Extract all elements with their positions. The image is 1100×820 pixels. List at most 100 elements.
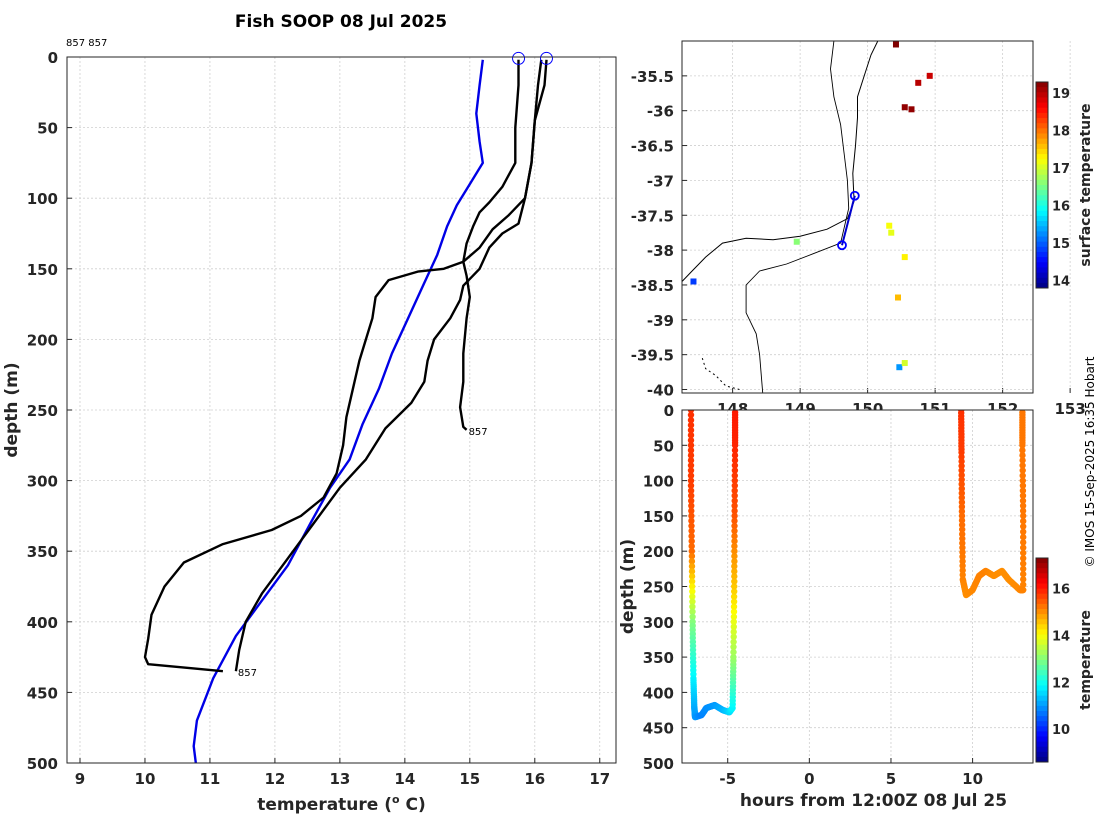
sst-point: [896, 364, 903, 371]
depth-time-point: [731, 522, 738, 530]
depth-time-point: [687, 462, 695, 469]
temp-colorbar-segment: [1036, 593, 1048, 600]
depth-time-point: [958, 499, 966, 506]
time-depth-chart: -5 0 5 10050100150200250300350400450500hour…: [618, 402, 1094, 811]
depth-time-point: [730, 623, 737, 630]
depth-time-point: [687, 452, 695, 459]
temp-colorbar-segment: [1036, 603, 1048, 610]
x-tick-label: 11: [199, 770, 220, 788]
depth-time-point: [689, 583, 696, 590]
depth-time-point: [959, 558, 966, 565]
depth-time-point: [688, 502, 695, 509]
depth-time-point: [689, 613, 696, 620]
map-y-tick-label: -39.5: [631, 347, 674, 365]
depth-time-point: [687, 421, 695, 429]
depth-time-point: [731, 517, 738, 525]
depth-time-point: [731, 563, 738, 570]
depth-time-point: [689, 593, 696, 600]
depth-time-point: [1019, 477, 1026, 484]
depth-time-point: [1019, 497, 1027, 504]
depth-time-point: [1020, 523, 1027, 530]
map-colorbar-tick-label: 14: [1052, 275, 1070, 290]
depth-time-point: [730, 643, 737, 651]
depth-time-point: [731, 410, 739, 416]
depth-time-point: [687, 447, 695, 454]
depth-time-point: [730, 628, 737, 636]
depth-time-point: [730, 633, 737, 641]
map-colorbar-segment: [1036, 267, 1048, 274]
depth-time-point: [958, 517, 966, 524]
sst-point: [901, 360, 908, 367]
map-y-tick-label: -35.5: [631, 68, 674, 86]
depth-time-point: [958, 508, 966, 515]
map-colorbar-segment: [1036, 236, 1048, 243]
map-colorbar-segment: [1036, 133, 1048, 140]
track-marker: [849, 190, 860, 201]
depth-time-point: [688, 537, 695, 545]
depth-time-point: [1019, 492, 1027, 499]
depth-time-point: [1020, 581, 1027, 588]
map-colorbar-frame: [1035, 81, 1049, 289]
temp-colorbar-segment: [1036, 665, 1048, 671]
credit-text: © IMOS 15-Sep-2025 16:35 Hobart: [1083, 356, 1097, 567]
map-colorbar-segment: [1036, 241, 1048, 248]
map-colorbar-segment: [1036, 251, 1048, 258]
depth-time-point: [731, 472, 738, 479]
map-area: [682, 41, 1033, 393]
map-colorbar-segment: [1036, 215, 1048, 222]
depth-time-point: [1019, 472, 1026, 479]
depth-time-point: [687, 457, 695, 464]
depth-time-point: [688, 532, 695, 540]
temp-colorbar-segment: [1036, 644, 1048, 651]
depth-time-point: [1019, 487, 1027, 494]
map-colorbar-segment: [1036, 118, 1048, 124]
map-colorbar-segment: [1036, 87, 1048, 93]
depth-time-point: [731, 548, 738, 555]
depth-time-point: [731, 497, 738, 504]
depth-time-point: [958, 490, 965, 497]
depth-time-point: [1019, 467, 1026, 474]
map-colorbar-tick-label: 17: [1052, 162, 1070, 177]
depth-time-point: [958, 521, 966, 529]
sst-point: [901, 254, 908, 261]
map-colorbar-segment: [1036, 169, 1048, 176]
track-marker: [837, 240, 847, 251]
depth-time-point: [731, 573, 738, 580]
depth-time-point: [730, 653, 737, 661]
depth-time-point: [687, 477, 695, 484]
depth-time-point: [688, 507, 695, 515]
depth-time-point: [730, 608, 738, 615]
map-colorbar-segment: [1036, 138, 1048, 145]
map-colorbar-segment: [1036, 107, 1048, 114]
depth-time-point: [687, 416, 695, 424]
depth-time-point: [688, 573, 696, 580]
depth-time-point: [959, 535, 966, 542]
map-colorbar-tick-label: 16: [1052, 200, 1070, 215]
temp-colorbar-segment: [1036, 639, 1048, 646]
map-y-tick-label: -38.5: [631, 277, 674, 295]
time-y-tick-label: 400: [643, 684, 674, 702]
depth-time-point: [1020, 549, 1027, 557]
depth-time-point: [958, 471, 965, 479]
sst-point: [895, 294, 901, 301]
temp-colorbar-segment: [1036, 629, 1048, 635]
depth-time-point: [1019, 502, 1027, 509]
depth-time-point: [731, 462, 739, 469]
y-tick-label: 400: [27, 614, 58, 632]
temp-colorbar-segment: [1036, 695, 1048, 702]
depth-time-point: [688, 497, 695, 504]
depth-time-point: [731, 507, 738, 515]
y-tick-label: 250: [27, 402, 58, 420]
depth-time-point: [688, 522, 695, 530]
depth-time-point: [958, 485, 965, 492]
map-y-tick-label: -37.5: [631, 207, 674, 225]
depth-time-point: [731, 553, 738, 560]
map-colorbar-segment: [1036, 262, 1048, 268]
depth-time-point: [958, 453, 965, 461]
depth-time-point: [687, 467, 695, 474]
sst-point: [886, 222, 893, 229]
temp-colorbar-segment: [1036, 614, 1048, 620]
depth-time-point: [958, 467, 965, 474]
profile-line: [192, 59, 484, 763]
depth-time-point: [731, 492, 738, 499]
